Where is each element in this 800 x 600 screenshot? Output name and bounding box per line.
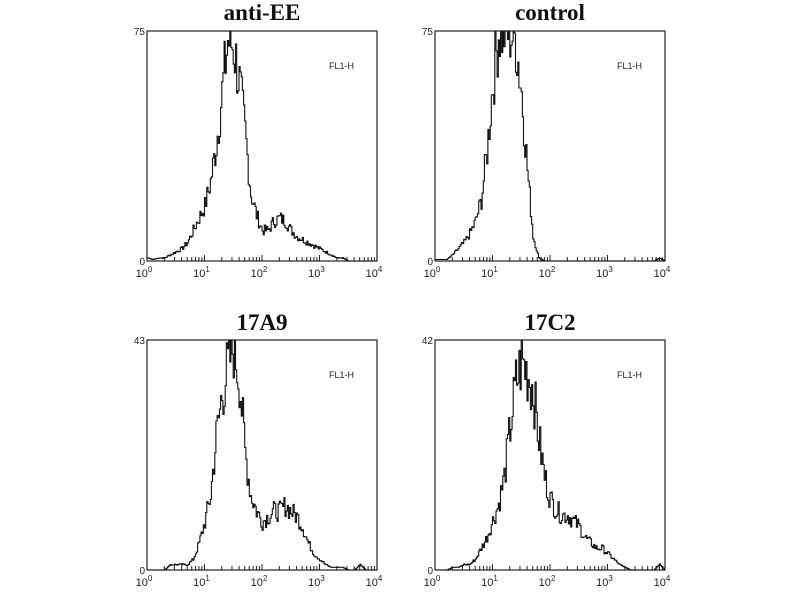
x-tick-label: 104: [654, 265, 671, 280]
panel-title-17c2: 17C2: [524, 310, 576, 335]
x-tick-label: 101: [481, 265, 498, 280]
y-tick-label: 75: [422, 27, 434, 38]
y-tick-label: 75: [134, 27, 146, 38]
x-tick-label: 104: [654, 574, 671, 589]
histogram-trace: [147, 339, 377, 571]
x-tick-label: 103: [308, 265, 325, 280]
y-tick-label: 0: [427, 566, 433, 577]
x-tick-label: 101: [481, 574, 498, 589]
y-tick-label: 42: [422, 336, 434, 347]
channel-label: FL1-H: [329, 370, 354, 380]
x-tick-label: 103: [596, 574, 613, 589]
histogram-trace: [435, 30, 665, 262]
x-tick-label: 102: [251, 265, 268, 280]
channel-label: FL1-H: [617, 61, 642, 71]
x-tick-label: 102: [539, 574, 556, 589]
panel-title-17a9: 17A9: [236, 310, 288, 335]
histogram-trace: [435, 339, 665, 571]
channel-label: FL1-H: [617, 370, 642, 380]
x-tick-label: 101: [193, 265, 210, 280]
x-tick-label: 102: [539, 265, 556, 280]
x-tick-label: 103: [308, 574, 325, 589]
channel-label: FL1-H: [329, 61, 354, 71]
x-tick-label: 102: [251, 574, 268, 589]
panel-title-control: control: [515, 0, 585, 25]
y-tick-label: 0: [427, 257, 433, 268]
y-tick-label: 0: [139, 566, 145, 577]
x-tick-label: 101: [193, 574, 210, 589]
x-tick-label: 103: [596, 265, 613, 280]
y-tick-label: 0: [139, 257, 145, 268]
panel-title-anti-ee: anti-EE: [223, 0, 301, 25]
histogram-trace: [147, 30, 377, 262]
y-tick-label: 43: [134, 336, 146, 347]
x-tick-label: 104: [366, 574, 383, 589]
x-tick-label: 104: [366, 265, 383, 280]
